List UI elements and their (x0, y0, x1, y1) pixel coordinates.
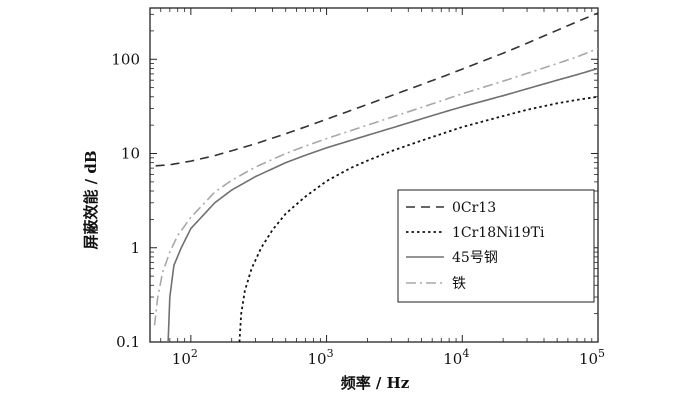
series-layer (153, 12, 598, 342)
x-tick-label: 104 (443, 347, 469, 368)
plot-frame (149, 7, 599, 343)
legend-label-4: 铁 (452, 276, 466, 292)
legend-label-2: 1Cr18Ni19Ti (452, 225, 545, 241)
x-tick-label: 102 (172, 347, 198, 368)
legend-label-3: 45号钢 (452, 250, 498, 266)
series-line-1 (155, 12, 598, 167)
y-tick-label: 10 (121, 145, 140, 163)
x-axis-title: 频率 / Hz (341, 374, 410, 392)
x-tick-label: 105 (579, 347, 605, 368)
y-tick-label: 0.1 (116, 333, 140, 351)
series-line-2 (238, 95, 598, 342)
legend-label-1: 0Cr13 (452, 200, 496, 216)
series-line-4 (153, 47, 598, 326)
y-tick-label: 100 (111, 50, 140, 68)
y-tick-label: 1 (130, 239, 140, 257)
y-axis-title: 屏蔽效能 / dB (82, 150, 100, 249)
series-line-3 (167, 67, 598, 342)
x-tick-label: 103 (308, 347, 334, 368)
tick-labels: 102 103 104 105 0.1 1 10 100 (111, 50, 605, 368)
axis-ticks (150, 8, 599, 343)
